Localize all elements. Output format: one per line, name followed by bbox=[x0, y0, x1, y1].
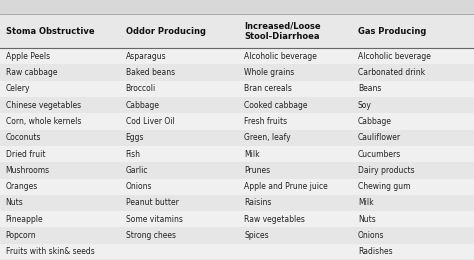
Text: Milk: Milk bbox=[358, 198, 374, 207]
Text: Fruits with skin& seeds: Fruits with skin& seeds bbox=[6, 247, 94, 256]
Text: Peanut butter: Peanut butter bbox=[126, 198, 179, 207]
Text: Spices: Spices bbox=[244, 231, 269, 240]
Text: Chewing gum: Chewing gum bbox=[358, 182, 410, 191]
Text: Corn, whole kernels: Corn, whole kernels bbox=[6, 117, 81, 126]
Bar bbox=[0, 81, 474, 97]
Text: Oddor Producing: Oddor Producing bbox=[126, 27, 206, 36]
Text: Nuts: Nuts bbox=[6, 198, 23, 207]
Text: Dairy products: Dairy products bbox=[358, 166, 414, 175]
Text: Oranges: Oranges bbox=[6, 182, 38, 191]
Text: Strong chees: Strong chees bbox=[126, 231, 175, 240]
Bar bbox=[0, 228, 474, 244]
Text: Increased/Loose
Stool-Diarrhoea: Increased/Loose Stool-Diarrhoea bbox=[244, 22, 321, 41]
Text: Soy: Soy bbox=[358, 101, 372, 110]
Bar bbox=[0, 195, 474, 211]
Bar bbox=[0, 129, 474, 146]
Bar bbox=[0, 244, 474, 260]
Text: Cabbage: Cabbage bbox=[126, 101, 160, 110]
Text: Celery: Celery bbox=[6, 84, 30, 93]
Text: Fresh fruits: Fresh fruits bbox=[244, 117, 287, 126]
Bar bbox=[0, 14, 474, 48]
Bar bbox=[0, 162, 474, 179]
Text: Cabbage: Cabbage bbox=[358, 117, 392, 126]
Text: Milk: Milk bbox=[244, 150, 260, 159]
Text: Cod Liver Oil: Cod Liver Oil bbox=[126, 117, 174, 126]
Text: Garlic: Garlic bbox=[126, 166, 148, 175]
Bar bbox=[0, 64, 474, 81]
Text: Nuts: Nuts bbox=[358, 215, 375, 224]
Text: Onions: Onions bbox=[358, 231, 384, 240]
Text: Raw cabbage: Raw cabbage bbox=[6, 68, 57, 77]
Text: Fish: Fish bbox=[126, 150, 141, 159]
Text: Some vitamins: Some vitamins bbox=[126, 215, 182, 224]
Text: Prunes: Prunes bbox=[244, 166, 270, 175]
Text: Mushrooms: Mushrooms bbox=[6, 166, 50, 175]
Text: Dried fruit: Dried fruit bbox=[6, 150, 45, 159]
Text: Pineapple: Pineapple bbox=[6, 215, 43, 224]
Text: Baked beans: Baked beans bbox=[126, 68, 175, 77]
Text: Green, leafy: Green, leafy bbox=[244, 133, 291, 142]
Text: Apple Peels: Apple Peels bbox=[6, 52, 50, 61]
Bar bbox=[0, 146, 474, 162]
Text: Whole grains: Whole grains bbox=[244, 68, 294, 77]
Text: Radishes: Radishes bbox=[358, 247, 392, 256]
Bar bbox=[0, 97, 474, 113]
Bar bbox=[0, 211, 474, 228]
Text: Alcoholic beverage: Alcoholic beverage bbox=[358, 52, 431, 61]
Text: Eggs: Eggs bbox=[126, 133, 144, 142]
Text: Cauliflower: Cauliflower bbox=[358, 133, 401, 142]
Text: Gas Producing: Gas Producing bbox=[358, 27, 426, 36]
Text: Bran cereals: Bran cereals bbox=[244, 84, 292, 93]
Text: Cucumbers: Cucumbers bbox=[358, 150, 401, 159]
Bar bbox=[0, 113, 474, 129]
Text: Chinese vegetables: Chinese vegetables bbox=[6, 101, 81, 110]
Text: Stoma Obstructive: Stoma Obstructive bbox=[6, 27, 94, 36]
Text: Asparagus: Asparagus bbox=[126, 52, 166, 61]
Bar bbox=[0, 0, 474, 14]
Text: Onions: Onions bbox=[126, 182, 152, 191]
Text: Apple and Prune juice: Apple and Prune juice bbox=[244, 182, 328, 191]
Text: Popcorn: Popcorn bbox=[6, 231, 36, 240]
Text: Beans: Beans bbox=[358, 84, 381, 93]
Text: Alcoholic beverage: Alcoholic beverage bbox=[244, 52, 317, 61]
Text: Coconuts: Coconuts bbox=[6, 133, 41, 142]
Bar bbox=[0, 48, 474, 64]
Bar bbox=[0, 179, 474, 195]
Text: Carbonated drink: Carbonated drink bbox=[358, 68, 425, 77]
Text: Broccoli: Broccoli bbox=[126, 84, 156, 93]
Text: Cooked cabbage: Cooked cabbage bbox=[244, 101, 308, 110]
Text: Raisins: Raisins bbox=[244, 198, 272, 207]
Text: Raw vegetables: Raw vegetables bbox=[244, 215, 305, 224]
